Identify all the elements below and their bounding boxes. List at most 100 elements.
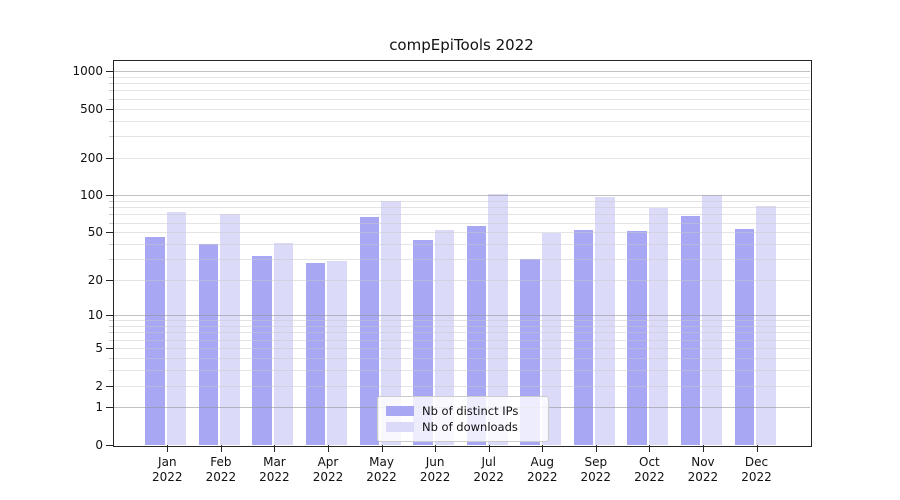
- x-tick-year: 2022: [687, 470, 719, 484]
- x-tick-year: 2022: [580, 470, 612, 484]
- bar: [145, 236, 165, 445]
- y-tick-label: 1: [95, 400, 103, 415]
- y-minor-tick-mark: [109, 326, 113, 328]
- x-tick-mark: [167, 445, 169, 452]
- y-tick-label: 500: [80, 101, 103, 116]
- y-minor-tick-mark: [109, 214, 113, 216]
- minor-gridline: [113, 326, 810, 328]
- major-gridline: [113, 315, 810, 317]
- minor-gridline: [113, 158, 810, 160]
- y-minor-tick-mark: [109, 332, 113, 334]
- x-tick-mark: [488, 445, 490, 452]
- legend-entry-downloads: Nb of downloads: [378, 419, 548, 434]
- bar: [702, 195, 722, 445]
- y-tick-mark: [106, 445, 113, 446]
- x-tick-year: 2022: [152, 470, 183, 484]
- y-tick-label: 0: [95, 438, 103, 452]
- legend-label: Nb of distinct IPs: [422, 403, 519, 418]
- x-tick-year: 2022: [526, 470, 558, 484]
- legend-label: Nb of downloads: [422, 419, 518, 434]
- x-tick-month: Apr: [317, 455, 339, 469]
- y-tick-mark: [106, 348, 113, 350]
- minor-gridline: [113, 76, 810, 78]
- x-tick-mark: [327, 445, 329, 452]
- x-tick-mark: [595, 445, 597, 452]
- y-tick-label: 20: [87, 273, 103, 288]
- y-minor-tick-mark: [109, 369, 113, 371]
- y-minor-tick-mark: [109, 76, 113, 78]
- x-tick-mark: [542, 445, 544, 452]
- bar: [381, 200, 401, 445]
- x-tick-year: 2022: [366, 470, 397, 484]
- x-tick-year: 2022: [312, 470, 344, 484]
- minor-gridline: [113, 244, 810, 246]
- bar: [252, 255, 272, 445]
- y-tick-label: 5: [95, 341, 103, 356]
- minor-gridline: [113, 232, 810, 234]
- y-tick-mark: [106, 108, 113, 110]
- y-tick-label: 10: [87, 308, 103, 323]
- minor-gridline: [113, 369, 810, 371]
- legend: Nb of distinct IPs Nb of downloads: [377, 396, 549, 442]
- x-tick-label: Aug 2022: [509, 455, 575, 485]
- minor-gridline: [113, 136, 810, 138]
- bar: [198, 244, 219, 445]
- major-gridline: [113, 71, 810, 73]
- bar: [734, 229, 754, 445]
- x-tick-label: Mar 2022: [241, 455, 307, 485]
- y-tick-mark: [106, 195, 113, 197]
- y-tick-mark: [106, 71, 113, 73]
- x-tick-year: 2022: [741, 470, 772, 484]
- y-tick-mark: [106, 232, 113, 234]
- y-tick-mark: [106, 407, 113, 409]
- x-tick-label: Feb 2022: [188, 455, 254, 485]
- bar: [434, 230, 455, 445]
- y-minor-tick-mark: [109, 200, 113, 202]
- minor-gridline: [113, 83, 810, 85]
- x-tick-year: 2022: [419, 470, 451, 484]
- x-tick-label: Jul 2022: [456, 455, 522, 485]
- minor-gridline: [113, 200, 810, 202]
- x-tick-month: Jul: [481, 455, 496, 469]
- bar: [273, 242, 294, 445]
- x-tick-mark: [274, 445, 276, 452]
- bar: [756, 205, 776, 445]
- x-tick-label: Apr 2022: [295, 455, 361, 485]
- y-minor-tick-mark: [109, 83, 113, 85]
- x-tick-month: Dec: [744, 455, 769, 469]
- x-tick-label: Oct 2022: [616, 455, 682, 485]
- y-tick-mark: [106, 385, 113, 387]
- y-tick-label: 50: [87, 225, 103, 240]
- y-tick-label: 100: [80, 188, 103, 203]
- x-tick-month: Mar: [263, 455, 286, 469]
- bar: [627, 231, 647, 445]
- bar: [488, 194, 508, 445]
- y-tick-mark: [106, 280, 113, 282]
- bar: [541, 233, 562, 445]
- y-minor-tick-mark: [109, 136, 113, 138]
- bar: [680, 215, 701, 445]
- minor-gridline: [113, 90, 810, 92]
- bar: [166, 212, 187, 445]
- bar: [327, 260, 347, 445]
- y-minor-tick-mark: [109, 120, 113, 122]
- x-tick-mark: [702, 445, 704, 452]
- y-tick-mark: [106, 158, 113, 160]
- legend-entry-distinct-ips: Nb of distinct IPs: [378, 403, 548, 418]
- x-tick-label: Dec 2022: [724, 455, 790, 485]
- legend-swatch-distinct-ips: [386, 406, 414, 416]
- minor-gridline: [113, 108, 810, 110]
- x-tick-mark: [381, 445, 383, 452]
- legend-swatch-downloads: [386, 422, 414, 432]
- bar: [359, 216, 380, 445]
- x-tick-mark: [435, 445, 437, 452]
- x-tick-month: Jun: [425, 455, 445, 469]
- minor-gridline: [113, 222, 810, 224]
- y-tick-label: 200: [80, 151, 103, 166]
- x-tick-month: Jan: [158, 455, 177, 469]
- x-tick-mark: [649, 445, 651, 452]
- y-minor-tick-mark: [109, 244, 113, 246]
- bar: [305, 262, 326, 445]
- x-tick-month: Aug: [530, 455, 554, 469]
- y-minor-tick-mark: [109, 90, 113, 92]
